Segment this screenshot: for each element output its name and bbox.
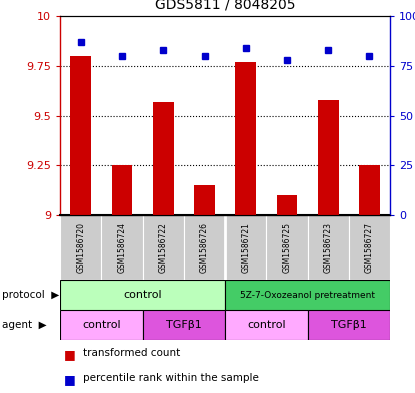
- Text: transformed count: transformed count: [83, 348, 180, 358]
- Bar: [266, 215, 308, 280]
- Bar: [308, 310, 390, 340]
- Text: TGFβ1: TGFβ1: [166, 320, 202, 330]
- Text: GSM1586724: GSM1586724: [117, 222, 127, 273]
- Bar: [225, 310, 308, 340]
- Text: GSM1586725: GSM1586725: [283, 222, 291, 273]
- Bar: [349, 215, 390, 280]
- Bar: [112, 165, 132, 215]
- Text: protocol  ▶: protocol ▶: [2, 290, 59, 300]
- Bar: [277, 195, 297, 215]
- Bar: [71, 56, 91, 215]
- Text: control: control: [82, 320, 121, 330]
- Text: percentile rank within the sample: percentile rank within the sample: [83, 373, 259, 383]
- Bar: [318, 99, 339, 215]
- Text: control: control: [247, 320, 286, 330]
- Bar: [308, 215, 349, 280]
- Bar: [194, 185, 215, 215]
- Text: GSM1586722: GSM1586722: [159, 222, 168, 273]
- Bar: [359, 165, 380, 215]
- Bar: [60, 310, 143, 340]
- Text: GSM1586726: GSM1586726: [200, 222, 209, 273]
- Text: GSM1586723: GSM1586723: [324, 222, 333, 273]
- Title: GDS5811 / 8048205: GDS5811 / 8048205: [155, 0, 295, 12]
- Text: GSM1586727: GSM1586727: [365, 222, 374, 273]
- Bar: [60, 280, 225, 310]
- Bar: [225, 215, 266, 280]
- Text: control: control: [123, 290, 162, 300]
- Bar: [60, 215, 101, 280]
- Bar: [101, 215, 143, 280]
- Text: ■: ■: [64, 348, 76, 361]
- Bar: [143, 215, 184, 280]
- Text: 5Z-7-Oxozeanol pretreatment: 5Z-7-Oxozeanol pretreatment: [240, 291, 375, 299]
- Bar: [225, 280, 390, 310]
- Bar: [153, 101, 173, 215]
- Text: ■: ■: [64, 373, 76, 386]
- Text: agent  ▶: agent ▶: [2, 320, 47, 330]
- Text: TGFβ1: TGFβ1: [331, 320, 367, 330]
- Bar: [235, 62, 256, 215]
- Text: GSM1586720: GSM1586720: [76, 222, 85, 273]
- Bar: [184, 215, 225, 280]
- Text: GSM1586721: GSM1586721: [241, 222, 250, 273]
- Bar: [143, 310, 225, 340]
